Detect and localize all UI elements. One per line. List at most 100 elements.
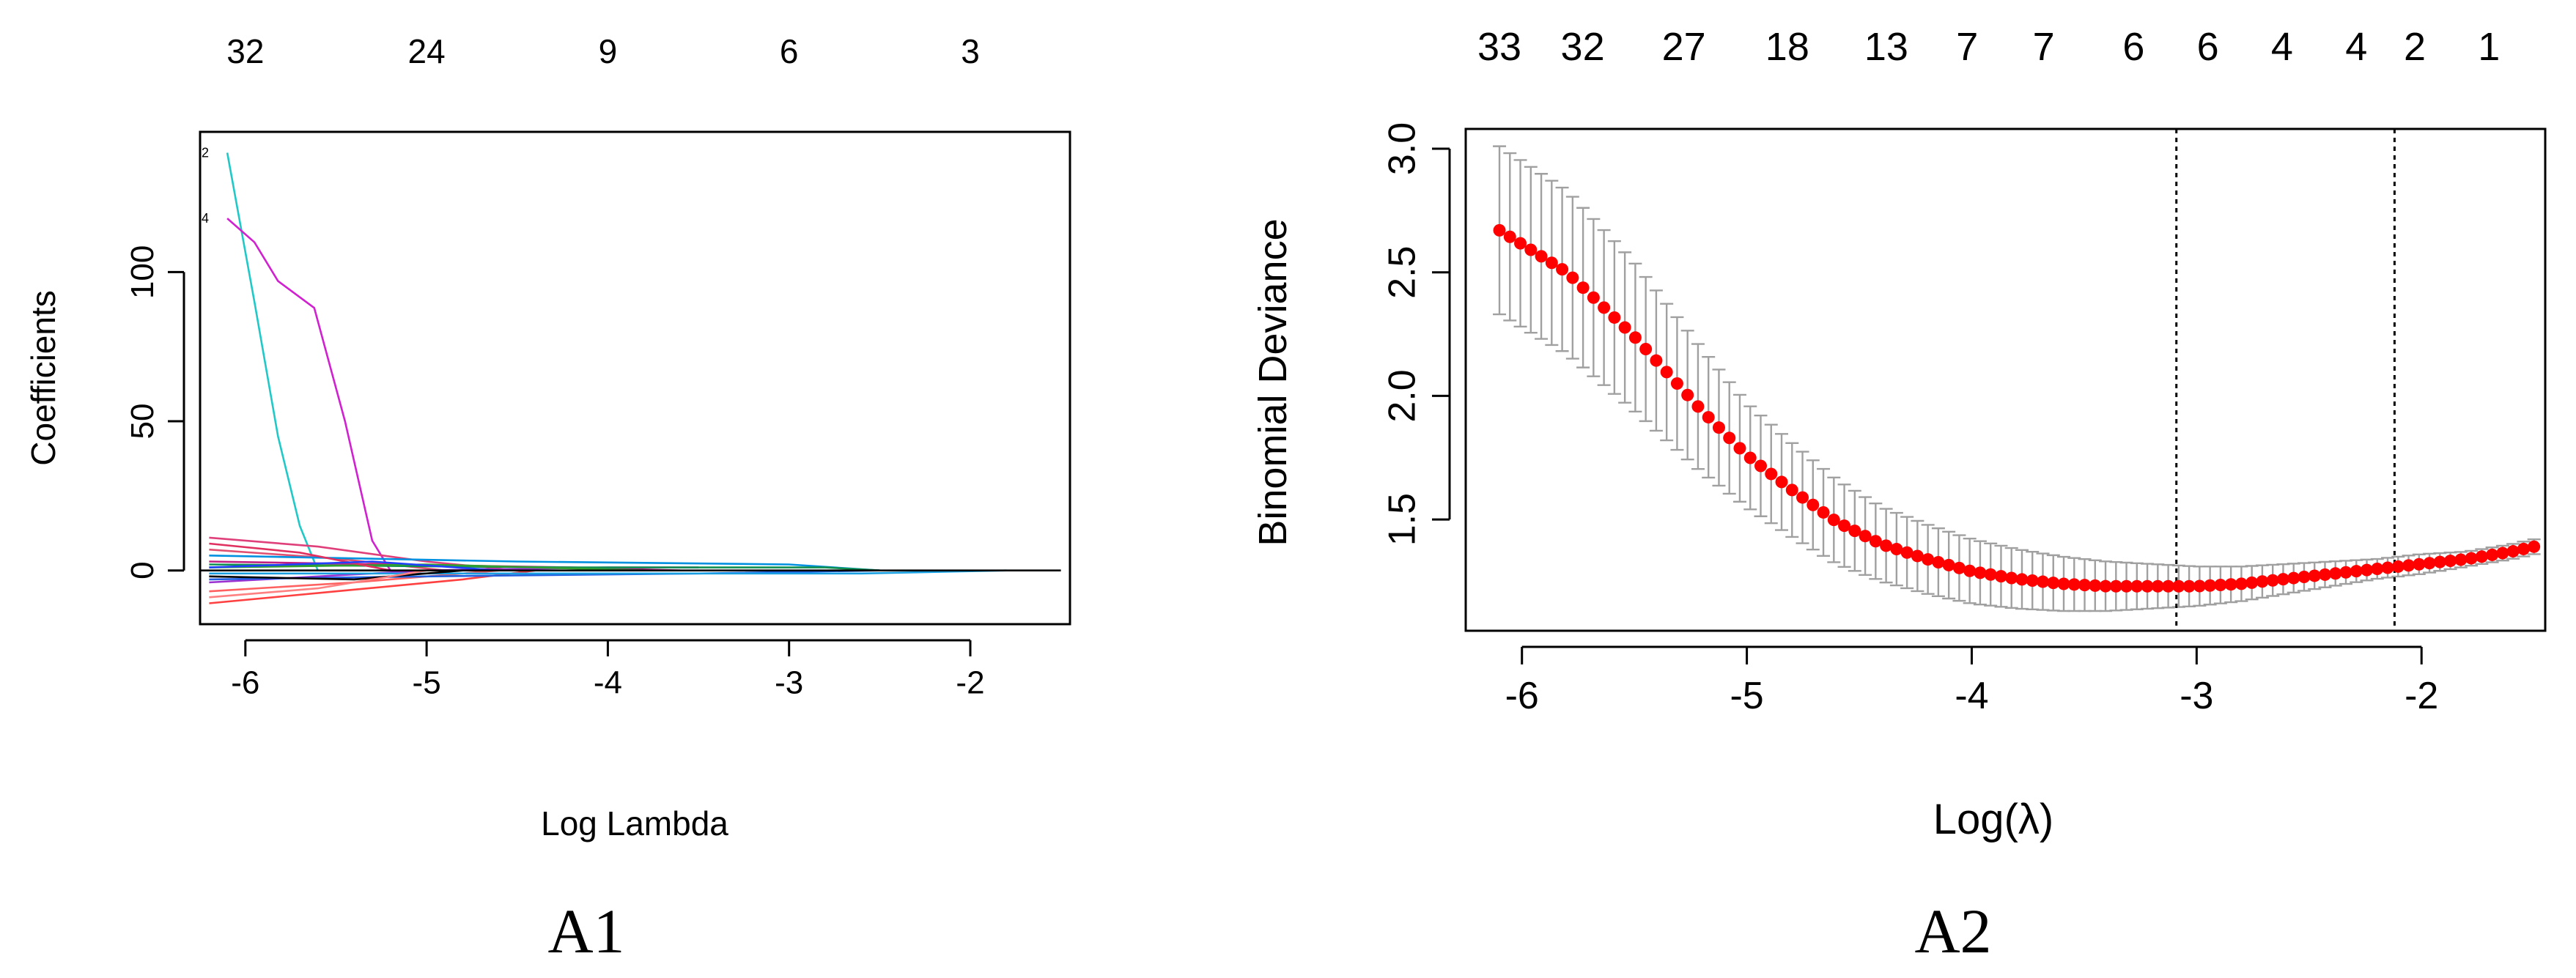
deviance-point — [2036, 575, 2049, 588]
deviance-point — [1639, 342, 1653, 355]
top-axis-label: 24 — [408, 32, 446, 70]
deviance-point — [2381, 561, 2394, 574]
y-tick-label: 100 — [125, 245, 160, 299]
deviance-point — [2444, 555, 2457, 568]
top-axis-label: 2 — [2404, 25, 2426, 69]
deviance-point — [2402, 559, 2416, 572]
deviance-point — [1702, 411, 1715, 424]
coefficient-path — [209, 569, 427, 599]
top-axis-label: 7 — [1956, 25, 1978, 69]
deviance-point — [1524, 243, 1538, 256]
top-axis-label: 4 — [2271, 25, 2293, 69]
y-tick-label: 1.5 — [1381, 493, 1424, 546]
deviance-point — [1869, 535, 1882, 548]
deviance-point — [1859, 530, 1872, 543]
deviance-point — [2391, 560, 2405, 573]
deviance-point — [1628, 331, 1642, 344]
y-tick-label: 2.0 — [1381, 369, 1424, 422]
top-axis-label: 3 — [961, 32, 980, 70]
deviance-point — [2067, 578, 2081, 591]
deviance-point — [1963, 564, 1977, 577]
deviance-point — [1535, 250, 1548, 263]
panel-a2: -6 -5 -4 -3 -21.52.02.53.033 32 27 18 13 7 7 6 6 4 4 2 1… — [1251, 25, 2547, 966]
deviance-point — [1880, 539, 1893, 552]
deviance-point — [1608, 311, 1621, 324]
deviance-point — [1932, 555, 1945, 568]
x-tick-label: -5 — [413, 665, 441, 701]
x-tick-label: -5 — [1730, 675, 1763, 717]
deviance-point — [1827, 514, 1840, 527]
deviance-point — [1681, 388, 1694, 401]
deviance-point — [2224, 578, 2237, 591]
deviance-point — [1838, 519, 1851, 533]
y-tick-label: 3.0 — [1381, 122, 1424, 175]
deviance-point — [2099, 579, 2112, 593]
deviance-point — [1587, 291, 1600, 304]
top-axis-label: 6 — [780, 32, 799, 70]
deviance-point — [1765, 467, 1778, 481]
deviance-point — [1806, 498, 1820, 511]
coefficient-path — [226, 218, 391, 571]
deviance-point — [2005, 571, 2018, 585]
coefficient-path — [209, 563, 880, 571]
x-tick-label: -4 — [1955, 675, 1988, 717]
deviance-point — [2109, 579, 2122, 593]
x-tick-label: -3 — [2180, 675, 2213, 717]
top-axis-label: 7 — [2033, 25, 2055, 69]
y-tick-label: 2.5 — [1381, 246, 1424, 299]
deviance-point — [2371, 563, 2384, 576]
deviance-point — [1952, 561, 1966, 574]
a1-panel-label: A1 — [547, 896, 624, 966]
deviance-point — [1566, 271, 1579, 284]
deviance-point — [2120, 579, 2133, 593]
a2-x-axis-label: Log(λ) — [1933, 796, 2053, 843]
x-tick-label: -2 — [956, 665, 984, 701]
deviance-point — [2298, 571, 2311, 584]
deviance-point — [2256, 575, 2269, 588]
a1-x-axis-label: Log Lambda — [541, 804, 728, 842]
deviance-point — [2078, 579, 2092, 592]
deviance-point — [1911, 549, 1924, 563]
x-tick-label: -6 — [1505, 675, 1539, 717]
a2-panel-label: A2 — [1914, 896, 1991, 966]
deviance-point — [1743, 451, 1757, 464]
top-axis-label: 13 — [1864, 25, 1908, 69]
a2-error-bars — [1493, 145, 2541, 612]
deviance-point — [2308, 569, 2321, 582]
deviance-point — [2162, 579, 2175, 593]
deviance-point — [2361, 563, 2374, 577]
y-tick-label: 0 — [125, 561, 160, 579]
top-axis-label: 4 — [2345, 25, 2367, 69]
deviance-point — [2496, 547, 2509, 560]
path-end-label: 2 — [202, 146, 209, 160]
deviance-point — [2517, 542, 2530, 555]
deviance-point — [1545, 256, 1558, 270]
deviance-point — [2047, 577, 2060, 590]
deviance-point — [1650, 354, 1663, 367]
deviance-point — [2245, 576, 2259, 589]
deviance-point — [2015, 573, 2029, 586]
deviance-point — [1974, 566, 1987, 579]
deviance-point — [2057, 577, 2070, 590]
deviance-point — [1712, 421, 1725, 434]
top-axis-label: 1 — [2478, 25, 2500, 69]
deviance-point — [2151, 579, 2164, 593]
top-axis-label: 9 — [599, 32, 618, 70]
deviance-point — [2423, 557, 2436, 570]
a1-plot-frame — [199, 130, 1071, 626]
x-tick-label: -4 — [594, 665, 622, 701]
deviance-point — [1733, 442, 1746, 455]
deviance-point — [1556, 263, 1569, 276]
coefficient-path — [209, 569, 463, 581]
coefficient-path — [226, 152, 319, 571]
deviance-point — [1691, 400, 1705, 413]
deviance-point — [1817, 505, 1830, 519]
deviance-point — [2454, 553, 2468, 566]
deviance-point — [2350, 565, 2363, 578]
deviance-point — [2141, 579, 2154, 593]
x-tick-label: -2 — [2405, 675, 2438, 717]
a2-plot-frame — [1464, 127, 2547, 632]
deviance-point — [1922, 553, 1935, 566]
deviance-point — [2528, 540, 2541, 553]
deviance-point — [2026, 574, 2039, 587]
